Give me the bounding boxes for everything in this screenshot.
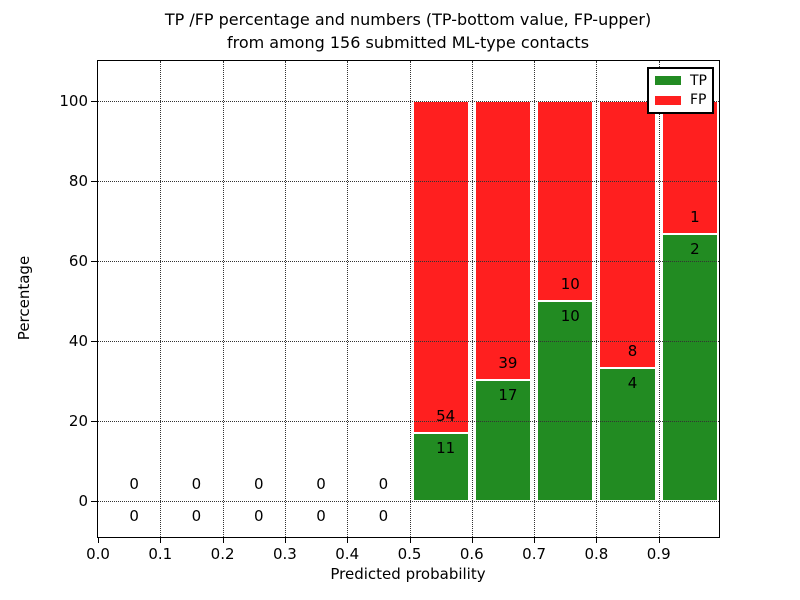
- x-tick-label: 0.8: [584, 545, 609, 563]
- x-tick: [596, 537, 598, 543]
- tp-count-label: 0: [129, 507, 139, 525]
- fp-color-swatch: [655, 95, 681, 105]
- tp-count-label: 17: [498, 385, 518, 404]
- v-gridline: [471, 61, 473, 537]
- x-tick-label: 0.6: [459, 545, 484, 563]
- y-tick-label: 20: [68, 412, 88, 430]
- y-tick: [91, 181, 98, 182]
- tp-count-label: 0: [316, 507, 326, 525]
- tp-count-label: 11: [436, 439, 456, 458]
- tp-bar-segment: [599, 367, 656, 501]
- tp-count-label: 0: [378, 507, 389, 525]
- x-tick: [534, 537, 536, 543]
- tp-count-label: 2: [690, 240, 700, 259]
- h-gridline: [98, 501, 719, 502]
- x-tick-label: 0.1: [148, 545, 173, 563]
- x-tick: [471, 537, 473, 543]
- v-gridline: [596, 61, 598, 537]
- v-gridline: [658, 61, 660, 537]
- chart-title-line1: TP /FP percentage and numbers (TP-bottom…: [164, 10, 652, 29]
- fp-count-label: 0: [129, 475, 139, 493]
- y-tick: [91, 421, 98, 422]
- legend: TP FP: [647, 67, 714, 114]
- y-axis-label: Percentage: [15, 255, 33, 341]
- y-tick-label: 40: [68, 332, 88, 350]
- fp-bar-segment: [412, 101, 469, 434]
- h-gridline: [98, 181, 719, 182]
- chart-title-line2: from among 156 submitted ML-type contact…: [226, 33, 590, 52]
- fp-count-label: 39: [498, 353, 518, 372]
- legend-entry-tp: TP: [655, 73, 712, 89]
- tp-count-label: 0: [253, 507, 264, 525]
- chart-title: TP /FP percentage and numbers (TP-bottom…: [165, 8, 651, 54]
- x-tick: [222, 537, 224, 543]
- legend-label-fp: FP: [690, 92, 707, 109]
- y-tick-label: 60: [68, 252, 88, 270]
- y-tick: [91, 501, 98, 502]
- v-gridline: [534, 61, 536, 537]
- fp-bar-segment: [474, 101, 532, 380]
- fp-count-label: 0: [316, 475, 326, 493]
- h-gridline: [98, 421, 719, 422]
- x-tick: [284, 537, 286, 543]
- fp-count-label: 54: [436, 407, 456, 426]
- v-gridline: [160, 61, 162, 537]
- v-gridline: [284, 61, 286, 537]
- h-gridline: [98, 261, 719, 262]
- fp-count-label: 0: [191, 475, 202, 493]
- tp-bar-segment: [661, 234, 718, 501]
- v-gridline: [347, 61, 349, 537]
- x-tick: [160, 537, 162, 543]
- tp-count-label: 0: [191, 507, 202, 525]
- x-tick-label: 0.5: [397, 545, 422, 563]
- y-tick: [91, 101, 98, 102]
- fp-count-label: 0: [378, 475, 389, 493]
- legend-entry-fp: FP: [655, 92, 712, 108]
- y-tick: [91, 261, 98, 262]
- x-tick: [409, 537, 411, 543]
- y-tick: [91, 341, 98, 342]
- h-gridline: [98, 101, 719, 102]
- x-tick-label: 0.4: [335, 545, 360, 563]
- v-gridline: [222, 61, 224, 537]
- fp-count-label: 1: [690, 208, 700, 227]
- tp-bar-segment: [474, 379, 532, 501]
- fp-bar-segment: [661, 101, 718, 235]
- x-tick-label: 0.3: [272, 545, 297, 563]
- x-tick: [98, 537, 99, 543]
- y-tick-label: 80: [68, 172, 88, 190]
- x-tick-label: 0.9: [646, 545, 671, 563]
- y-tick-label: 0: [78, 492, 88, 510]
- x-tick-label: 0.7: [522, 545, 547, 563]
- x-axis-label: Predicted probability: [330, 565, 486, 583]
- tp-count-label: 4: [627, 373, 638, 392]
- h-gridline: [98, 341, 719, 342]
- x-tick-label: 0.2: [210, 545, 235, 563]
- fp-count-label: 10: [560, 275, 580, 293]
- y-tick-label: 100: [59, 92, 88, 110]
- tp-bar-segment: [412, 433, 469, 501]
- tp-bar-segment: [537, 301, 594, 501]
- x-tick: [658, 537, 660, 543]
- tp-count-label: 10: [560, 307, 580, 325]
- fp-bar-segment: [599, 101, 656, 368]
- tp-color-swatch: [655, 76, 681, 86]
- fp-bar-segment: [537, 101, 594, 301]
- x-tick: [347, 537, 349, 543]
- plot-area: TP FP 0.0 0.1 0.2 0.3 0.4 0.5 0.6 0.7 0.8 0.9 0 20 4…: [59, 60, 720, 563]
- x-tick-label: 0.0: [86, 545, 110, 563]
- v-gridline: [409, 61, 411, 537]
- fp-count-label: 8: [627, 341, 638, 360]
- fp-count-label: 0: [253, 475, 264, 493]
- legend-label-tp: TP: [690, 72, 707, 89]
